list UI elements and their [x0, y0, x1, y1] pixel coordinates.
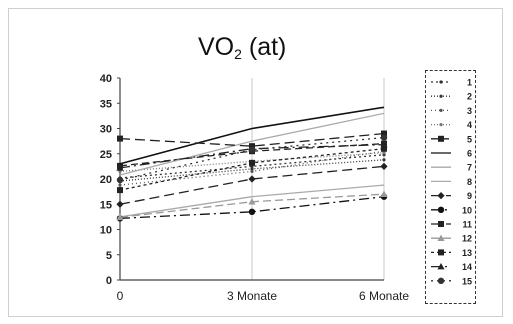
- data-point-series-11: [117, 135, 123, 142]
- data-point-series-3: [250, 169, 254, 174]
- data-point-series-14: [116, 164, 124, 171]
- legend-label-8: 8: [467, 177, 472, 187]
- data-point-series-3: [118, 183, 122, 187]
- y-tick-label: 25: [100, 149, 112, 161]
- legend-label-9: 9: [467, 191, 472, 201]
- legend: [425, 70, 476, 304]
- y-tick-label: 10: [100, 225, 112, 237]
- legend-marker-12: [437, 234, 445, 241]
- legend-label-1: 1: [467, 78, 472, 88]
- legend-label-12: 12: [462, 234, 472, 244]
- legend-marker-3: [439, 108, 443, 112]
- legend-label-14: 14: [462, 262, 472, 272]
- data-point-series-12: [380, 190, 388, 197]
- series-line-1: [119, 154, 385, 179]
- legend-label-5: 5: [467, 134, 472, 144]
- x-tick-label: 0: [117, 289, 124, 303]
- legend-marker-1: [439, 80, 443, 84]
- data-point-series-9: [248, 175, 256, 183]
- y-tick-label: 15: [100, 199, 112, 211]
- legend-marker-11: [438, 221, 444, 227]
- y-tick-label: 35: [100, 98, 112, 110]
- y-tick-label: 0: [106, 275, 112, 287]
- x-tick-label: 6 Monate: [359, 289, 409, 303]
- data-point-series-12: [248, 198, 256, 205]
- title-suffix: (at): [241, 33, 287, 61]
- title-main: VO: [198, 33, 235, 61]
- legend-marker-4: [439, 123, 443, 127]
- legend-label-15: 15: [462, 276, 472, 286]
- legend-label-7: 7: [467, 163, 472, 173]
- legend-label-2: 2: [467, 92, 472, 102]
- title-subscript: 2: [234, 46, 242, 62]
- legend-label-11: 11: [462, 220, 472, 230]
- data-point-series-11: [381, 130, 387, 137]
- data-point-series-9: [380, 162, 388, 170]
- series-line-7: [119, 112, 385, 176]
- data-point-series-12: [116, 213, 124, 221]
- legend-marker-13: [438, 249, 444, 256]
- legend-marker-10: [437, 206, 445, 213]
- legend-label-6: 6: [467, 149, 472, 159]
- data-point-series-15: [248, 146, 256, 153]
- data-point-series-2: [382, 158, 386, 162]
- legend-label-13: 13: [462, 248, 472, 258]
- data-point-series-15: [116, 176, 124, 184]
- data-point-series-4: [382, 151, 386, 155]
- legend-marker-15: [437, 277, 445, 284]
- data-point-series-13: [249, 159, 255, 166]
- series-line-8: [119, 184, 385, 218]
- series-line-6: [119, 106, 385, 165]
- data-point-series-14: [380, 141, 388, 148]
- y-tick-label: 40: [100, 73, 112, 85]
- legend-marker-9: [437, 192, 445, 200]
- legend-label-4: 4: [467, 120, 472, 130]
- data-point-series-13: [381, 145, 387, 152]
- x-tick-label: 3 Monate: [227, 289, 277, 303]
- series-line-15: [119, 136, 385, 181]
- data-point-series-2: [250, 167, 254, 171]
- legend-marker-5: [438, 135, 444, 142]
- data-point-series-15: [380, 134, 388, 141]
- y-tick-label: 5: [106, 250, 112, 262]
- legend-label-10: 10: [462, 205, 472, 215]
- data-point-series-9: [116, 200, 124, 208]
- legend-marker-14: [437, 263, 445, 270]
- y-tick-label: 20: [100, 174, 112, 186]
- series-line-10: [119, 196, 385, 220]
- legend-marker-2: [439, 94, 443, 98]
- legend-label-3: 3: [467, 106, 472, 116]
- series-line-14: [119, 144, 385, 169]
- y-tick-label: 30: [100, 124, 112, 136]
- data-point-series-13: [117, 187, 123, 194]
- data-point-series-10: [248, 208, 256, 216]
- chart-title: VO2 (at): [198, 33, 287, 62]
